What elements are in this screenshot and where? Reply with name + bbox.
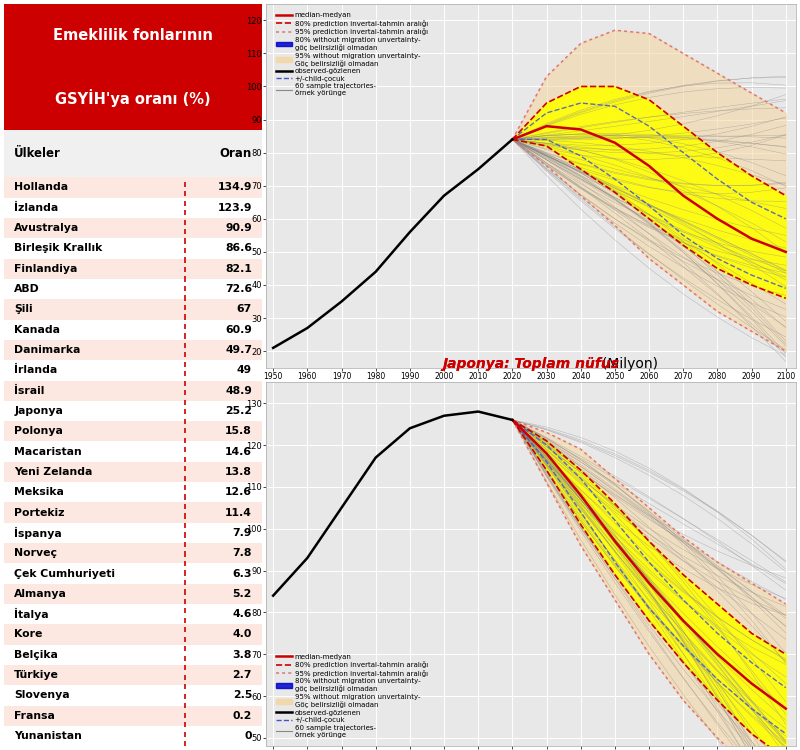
Text: 6.3: 6.3 (233, 568, 252, 578)
Text: Belçika: Belçika (14, 650, 58, 660)
Text: 82.1: 82.1 (225, 264, 252, 274)
Bar (4, 523, 262, 543)
Bar (4, 584, 262, 604)
Bar (4, 218, 262, 238)
Text: Kore: Kore (14, 629, 42, 640)
Bar (4, 645, 262, 665)
Legend: median-medyan, 80% prediction invertal-tahmin aralığı, 95% prediction invertal-t: median-medyan, 80% prediction invertal-t… (275, 652, 429, 740)
Bar (4, 279, 262, 299)
Bar (4, 624, 262, 645)
Text: Yeni Zelanda: Yeni Zelanda (14, 467, 93, 477)
Text: 48.9: 48.9 (225, 386, 252, 396)
Text: Japonya: Toplam nüfus: Japonya: Toplam nüfus (442, 357, 620, 371)
Text: 14.6: 14.6 (225, 446, 252, 457)
Text: Yunanistan: Yunanistan (14, 731, 82, 741)
Text: 2.7: 2.7 (233, 670, 252, 680)
Bar (4, 177, 262, 198)
Bar (4, 360, 262, 380)
Bar (4, 299, 262, 320)
Bar (4, 706, 262, 726)
Text: Kaynak: Birleşmiş Milletler Nüfus Dairesi: Kaynak: Birleşmiş Milletler Nüfus Daires… (272, 395, 442, 404)
Text: 49.7: 49.7 (225, 345, 252, 355)
Bar (4, 4, 262, 130)
Text: Macaristan: Macaristan (14, 446, 82, 457)
Text: 72.6: 72.6 (225, 284, 252, 294)
Text: Kanada: Kanada (14, 325, 60, 334)
Text: 7.8: 7.8 (233, 548, 252, 558)
Text: Japonya: Japonya (14, 406, 63, 416)
Bar (4, 726, 262, 746)
Bar (4, 380, 262, 400)
Bar (4, 543, 262, 563)
Text: 11.4: 11.4 (225, 508, 252, 518)
Text: 4.6: 4.6 (233, 609, 252, 619)
Text: 15.8: 15.8 (226, 426, 252, 436)
Bar (4, 130, 262, 177)
Text: 3.8: 3.8 (233, 650, 252, 660)
Text: Oran: Oran (220, 147, 252, 160)
Text: 4.0: 4.0 (233, 629, 252, 640)
Text: Fransa: Fransa (14, 711, 55, 721)
Text: Türkiye: Türkiye (14, 670, 59, 680)
Bar (4, 422, 262, 442)
Text: Şili: Şili (14, 304, 33, 314)
Text: Almanya: Almanya (14, 589, 67, 598)
Text: 2.5: 2.5 (233, 691, 252, 700)
Text: (Milyon): (Milyon) (405, 357, 658, 371)
Text: Slovenya: Slovenya (14, 691, 70, 700)
Text: Çek Cumhuriyeti: Çek Cumhuriyeti (14, 568, 115, 578)
Bar (4, 462, 262, 482)
Text: 7.9: 7.9 (233, 528, 252, 538)
Text: GSYİH'ya oranı (%): GSYİH'ya oranı (%) (55, 89, 211, 107)
Text: Birleşik Krallık: Birleşik Krallık (14, 244, 102, 254)
Text: 5.2: 5.2 (233, 589, 252, 598)
Bar (4, 604, 262, 624)
Text: 0: 0 (245, 731, 252, 741)
Text: 134.9: 134.9 (218, 182, 252, 193)
Text: 90.9: 90.9 (226, 223, 252, 233)
Text: 86.6: 86.6 (225, 244, 252, 254)
Text: Japonya: Toplam nüfus (Milyon): Japonya: Toplam nüfus (Milyon) (422, 357, 640, 371)
Text: Japonya: Toplam nüfus: Japonya: Toplam nüfus (442, 357, 620, 371)
Bar (4, 198, 262, 218)
Text: Finlandiya: Finlandiya (14, 264, 78, 274)
Text: İzlanda: İzlanda (14, 202, 58, 213)
Text: İspanya: İspanya (14, 526, 62, 539)
Text: İtalya: İtalya (14, 608, 49, 620)
Text: 13.8: 13.8 (225, 467, 252, 477)
Bar (4, 686, 262, 706)
Bar (4, 320, 262, 340)
Bar (4, 503, 262, 523)
Text: Hollanda: Hollanda (14, 182, 69, 193)
Text: Portekiz: Portekiz (14, 508, 65, 518)
Text: Avustralya: Avustralya (14, 223, 79, 233)
Text: Polonya: Polonya (14, 426, 63, 436)
Text: D: D (783, 395, 794, 408)
Bar (4, 665, 262, 686)
Bar (4, 259, 262, 279)
Bar (4, 442, 262, 462)
Text: Danimarka: Danimarka (14, 345, 81, 355)
Text: 49: 49 (237, 365, 252, 375)
Text: ABD: ABD (14, 284, 40, 294)
Bar (4, 238, 262, 259)
Bar (4, 340, 262, 360)
Text: 123.9: 123.9 (218, 202, 252, 213)
Text: 0.2: 0.2 (233, 711, 252, 721)
Bar (4, 400, 262, 422)
Bar (4, 482, 262, 502)
Text: Meksika: Meksika (14, 488, 64, 497)
Text: 25.2: 25.2 (225, 406, 252, 416)
Text: Emeklilik fonlarının: Emeklilik fonlarının (54, 28, 213, 43)
Text: İsrail: İsrail (14, 386, 45, 396)
Text: Norveç: Norveç (14, 548, 58, 558)
Bar (4, 563, 262, 584)
Text: 60.9: 60.9 (225, 325, 252, 334)
Legend: median-medyan, 80% prediction invertal-tahmin aralığı, 95% prediction invertal-t: median-medyan, 80% prediction invertal-t… (275, 10, 429, 98)
Text: Ülkeler: Ülkeler (14, 147, 62, 160)
Text: İrlanda: İrlanda (14, 365, 58, 376)
Text: 67: 67 (237, 304, 252, 314)
Text: 12.6: 12.6 (225, 488, 252, 497)
